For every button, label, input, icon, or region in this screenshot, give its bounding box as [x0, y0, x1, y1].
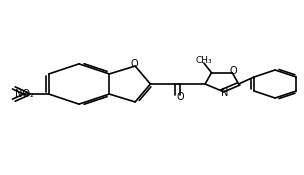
Text: CH₃: CH₃ — [195, 56, 212, 65]
Text: NO₂: NO₂ — [15, 89, 34, 99]
Text: O: O — [130, 59, 138, 69]
Text: N: N — [221, 88, 228, 98]
Text: O: O — [176, 92, 184, 103]
Text: O: O — [229, 66, 237, 76]
